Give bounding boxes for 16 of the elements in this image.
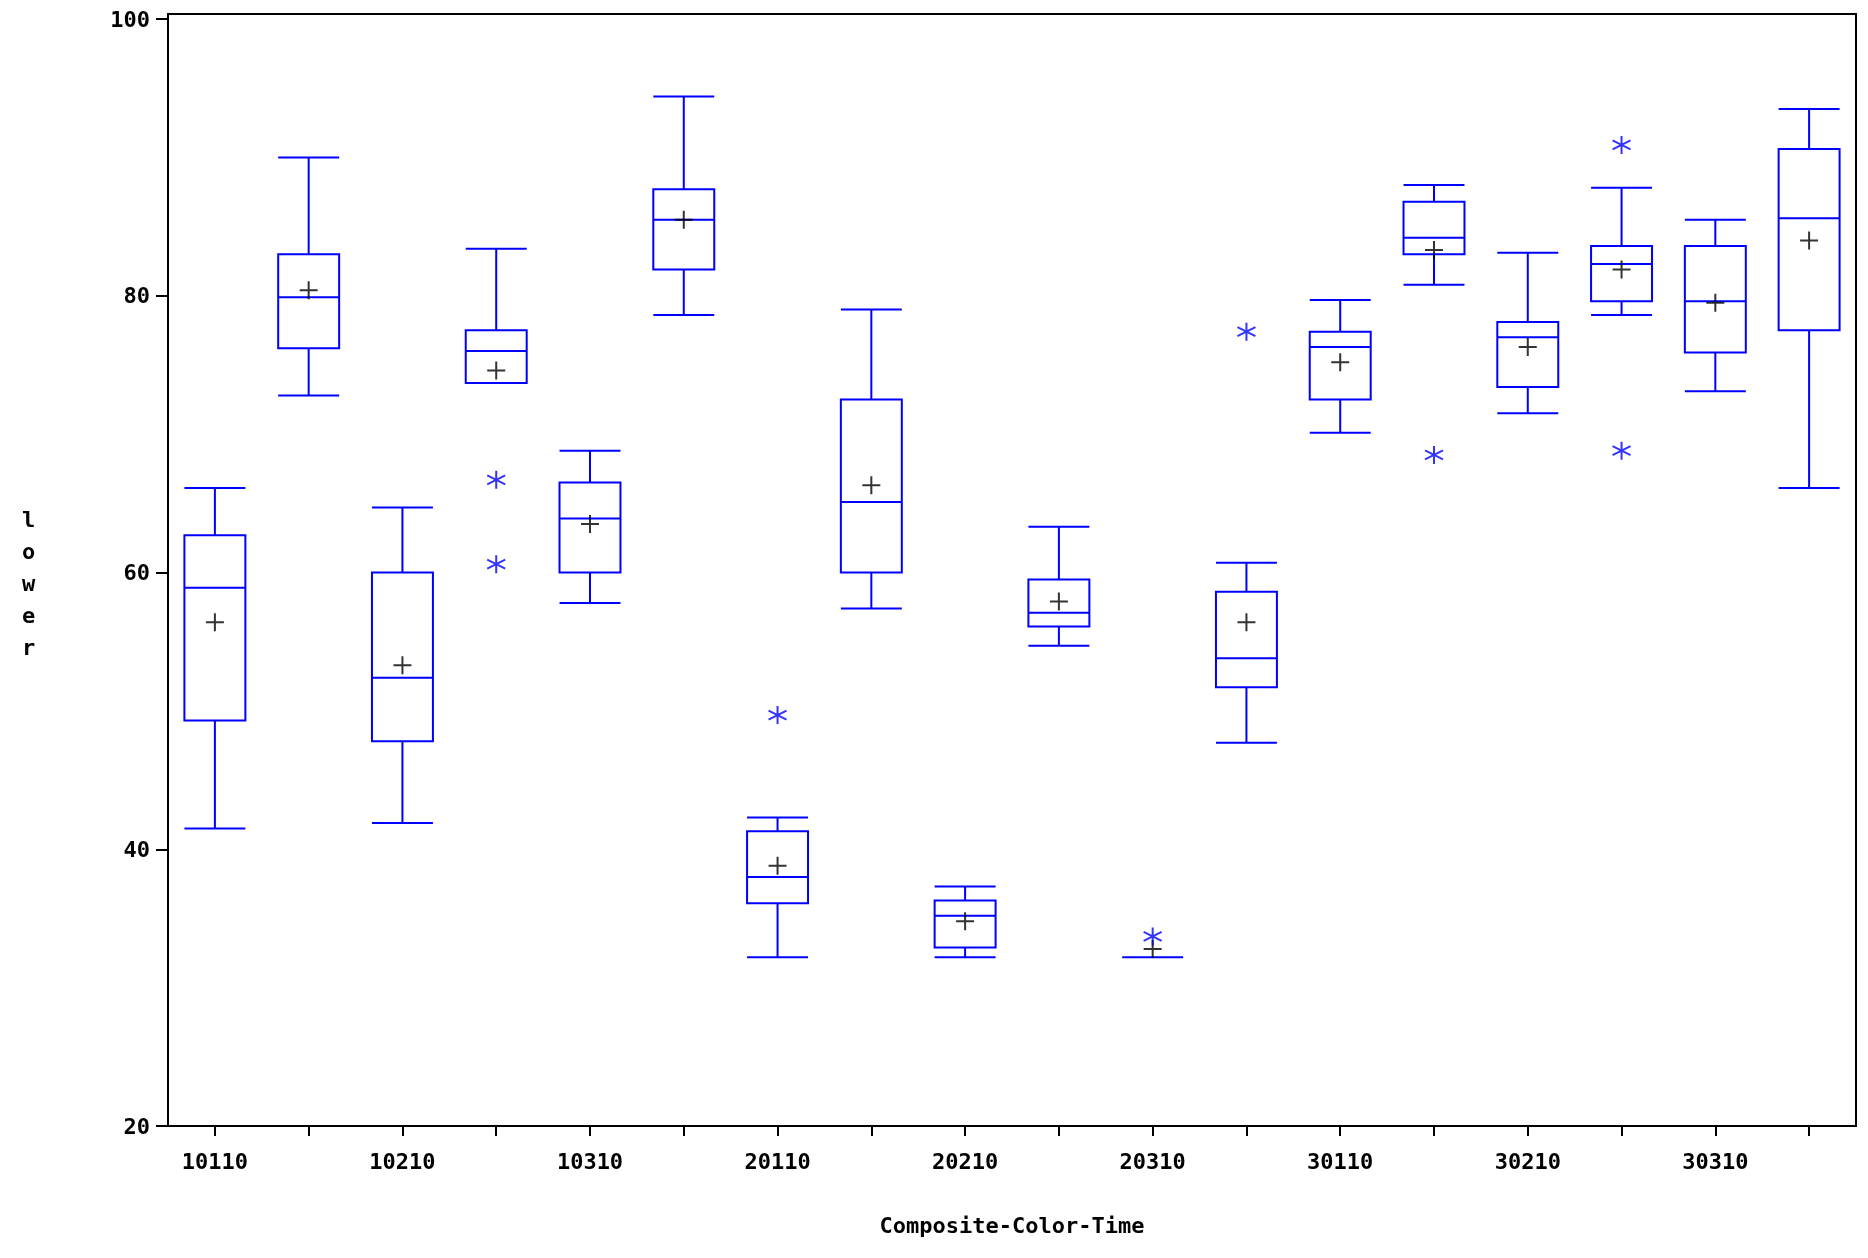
y-tick-label: 100 [110, 6, 150, 32]
x-tick-label: 20210 [931, 1148, 999, 1174]
x-tick-label: 30110 [1307, 1148, 1374, 1174]
x-tick-label: 30310 [1682, 1148, 1749, 1174]
y-axis-title: lower [22, 506, 36, 660]
x-tick-label: 30210 [1494, 1148, 1561, 1174]
x-tick-label: 10310 [556, 1148, 624, 1174]
y-tick-label: 40 [123, 836, 150, 862]
y-tick-label: 60 [123, 560, 150, 585]
x-axis-title: Composite-Color-Time [879, 1212, 1145, 1238]
x-tick-label: 10210 [369, 1148, 436, 1174]
x-tick-label: 20110 [744, 1148, 811, 1174]
x-tick-label: 10110 [181, 1148, 249, 1174]
x-tick-label: 20310 [1119, 1148, 1186, 1174]
y-tick-label: 20 [123, 1113, 150, 1139]
y-tick-label: 80 [123, 283, 150, 309]
